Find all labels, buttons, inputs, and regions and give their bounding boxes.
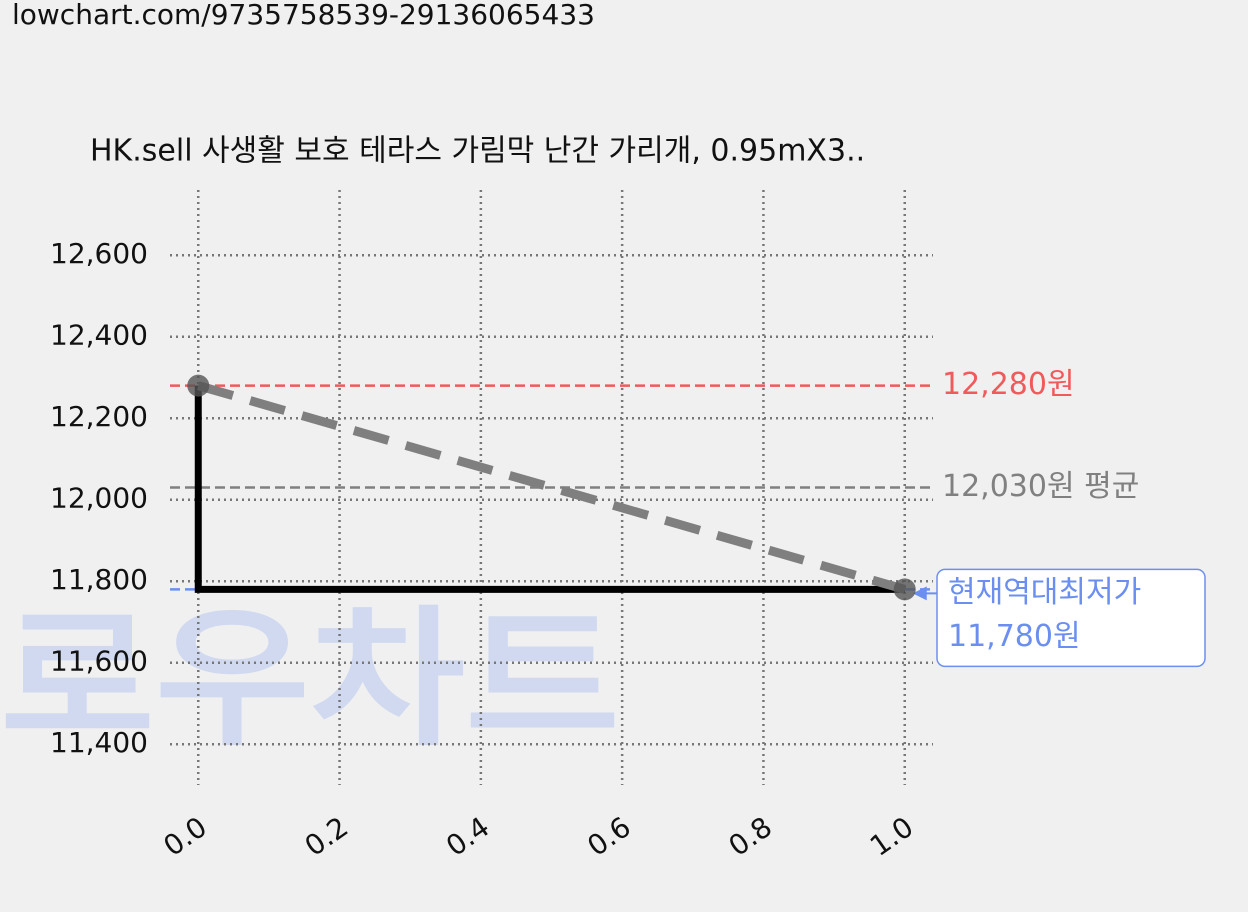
point xyxy=(187,374,210,397)
y-tick-label: 12,400 xyxy=(50,319,148,352)
x-tick-label: 0.8 xyxy=(723,810,778,863)
x-tick-label: 0.6 xyxy=(581,810,636,863)
reference-label: 12,280원 xyxy=(942,367,1075,402)
annotation-label: 현재역대최저가 xyxy=(948,575,1141,610)
line xyxy=(194,385,905,593)
y-tick-label: 11,400 xyxy=(50,726,148,759)
annotation-box xyxy=(936,568,1206,668)
x-tick-label: 0.2 xyxy=(299,810,354,863)
reference-label: 12,030원 평균 xyxy=(942,469,1139,504)
annotation-label: 11,780원 xyxy=(948,619,1081,654)
arrow-head xyxy=(912,586,927,601)
point xyxy=(893,578,916,601)
x-tick-label: 0.4 xyxy=(440,810,495,863)
y-tick-label: 12,000 xyxy=(50,482,148,515)
x-tick-label: 0.0 xyxy=(157,810,212,863)
watermark: 로우차트 xyxy=(0,593,620,767)
url: lowchart.com/9735758539-29136065433 xyxy=(12,0,595,31)
x-tick-label: 1.0 xyxy=(864,810,919,863)
y-tick-label: 11,800 xyxy=(50,563,148,596)
y-tick-label: 12,600 xyxy=(50,237,148,270)
line xyxy=(197,381,906,594)
y-tick-label: 12,200 xyxy=(50,400,148,433)
chart-title: HK.sell 사생활 보호 테라스 가림막 난간 가리개, 0.95mX3.. xyxy=(90,134,865,169)
y-tick-label: 11,600 xyxy=(50,645,148,678)
